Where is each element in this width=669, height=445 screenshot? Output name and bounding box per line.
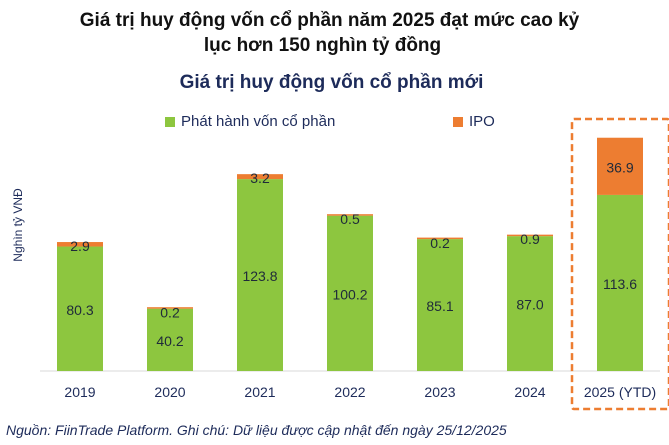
bar-ipo-2024	[507, 234, 553, 237]
highlight-box	[570, 117, 669, 411]
x-tick-label: 2023	[424, 384, 455, 400]
source-note: Nguồn: FiinTrade Platform. Ghi chú: Dữ l…	[6, 422, 507, 438]
bar-issuance-2024	[507, 236, 553, 371]
x-tick-label: 2020	[154, 384, 185, 400]
bar-issuance-2025YTD	[597, 194, 643, 371]
bar-ipo-2021	[237, 174, 283, 180]
bar-issuance-2021	[237, 179, 283, 371]
legend-swatch-issuance	[165, 116, 175, 127]
data-label-ipo: 2.9	[70, 238, 90, 254]
x-tick-label: 2025 (YTD)	[584, 384, 656, 400]
data-label-issuance: 80.3	[66, 302, 93, 318]
bar-ipo-2020	[147, 307, 193, 309]
legend-label-issuance: Phát hành vốn cổ phần	[181, 113, 336, 130]
legend-item-ipo: IPO	[453, 113, 495, 130]
legend-swatch-ipo	[453, 116, 463, 127]
x-tick-label: 2022	[334, 384, 365, 400]
bar-issuance-2020	[147, 308, 193, 371]
data-label-ipo: 0.2	[430, 235, 450, 251]
data-label-ipo: 3.2	[250, 170, 270, 186]
bar-issuance-2022	[327, 215, 373, 371]
legend-label-ipo: IPO	[469, 113, 495, 130]
data-label-ipo: 0.9	[520, 231, 540, 247]
data-label-issuance: 85.1	[426, 298, 453, 314]
x-tick-label: 2021	[244, 384, 275, 400]
data-label-ipo: 0.2	[160, 304, 180, 320]
data-label-ipo: 0.5	[340, 211, 360, 227]
x-tick-label: 2024	[514, 384, 545, 400]
data-label-issuance: 40.2	[156, 333, 183, 349]
bar-ipo-2019	[57, 242, 103, 247]
data-label-issuance: 123.8	[242, 268, 277, 284]
bar-issuance-2023	[417, 239, 463, 371]
bar-issuance-2019	[57, 246, 103, 371]
bar-ipo-2023	[417, 237, 463, 240]
legend-item-issuance: Phát hành vốn cổ phần	[165, 113, 335, 130]
x-tick-label: 2019	[64, 384, 95, 400]
headline-line-1: Giá trị huy động vốn cổ phần năm 2025 đạ…	[79, 10, 580, 31]
bar-ipo-2025YTD	[597, 137, 643, 195]
data-label-issuance: 113.6	[603, 276, 637, 292]
data-label-issuance: 87.0	[516, 297, 543, 313]
chart-title: Giá trị huy động vốn cổ phần mới	[179, 72, 484, 93]
data-label-issuance: 100.2	[332, 286, 367, 302]
headline-line-2: lục hơn 150 nghìn tỷ đồng	[203, 35, 442, 56]
data-label-ipo: 36.9	[606, 159, 633, 175]
bar-ipo-2022	[327, 214, 373, 216]
